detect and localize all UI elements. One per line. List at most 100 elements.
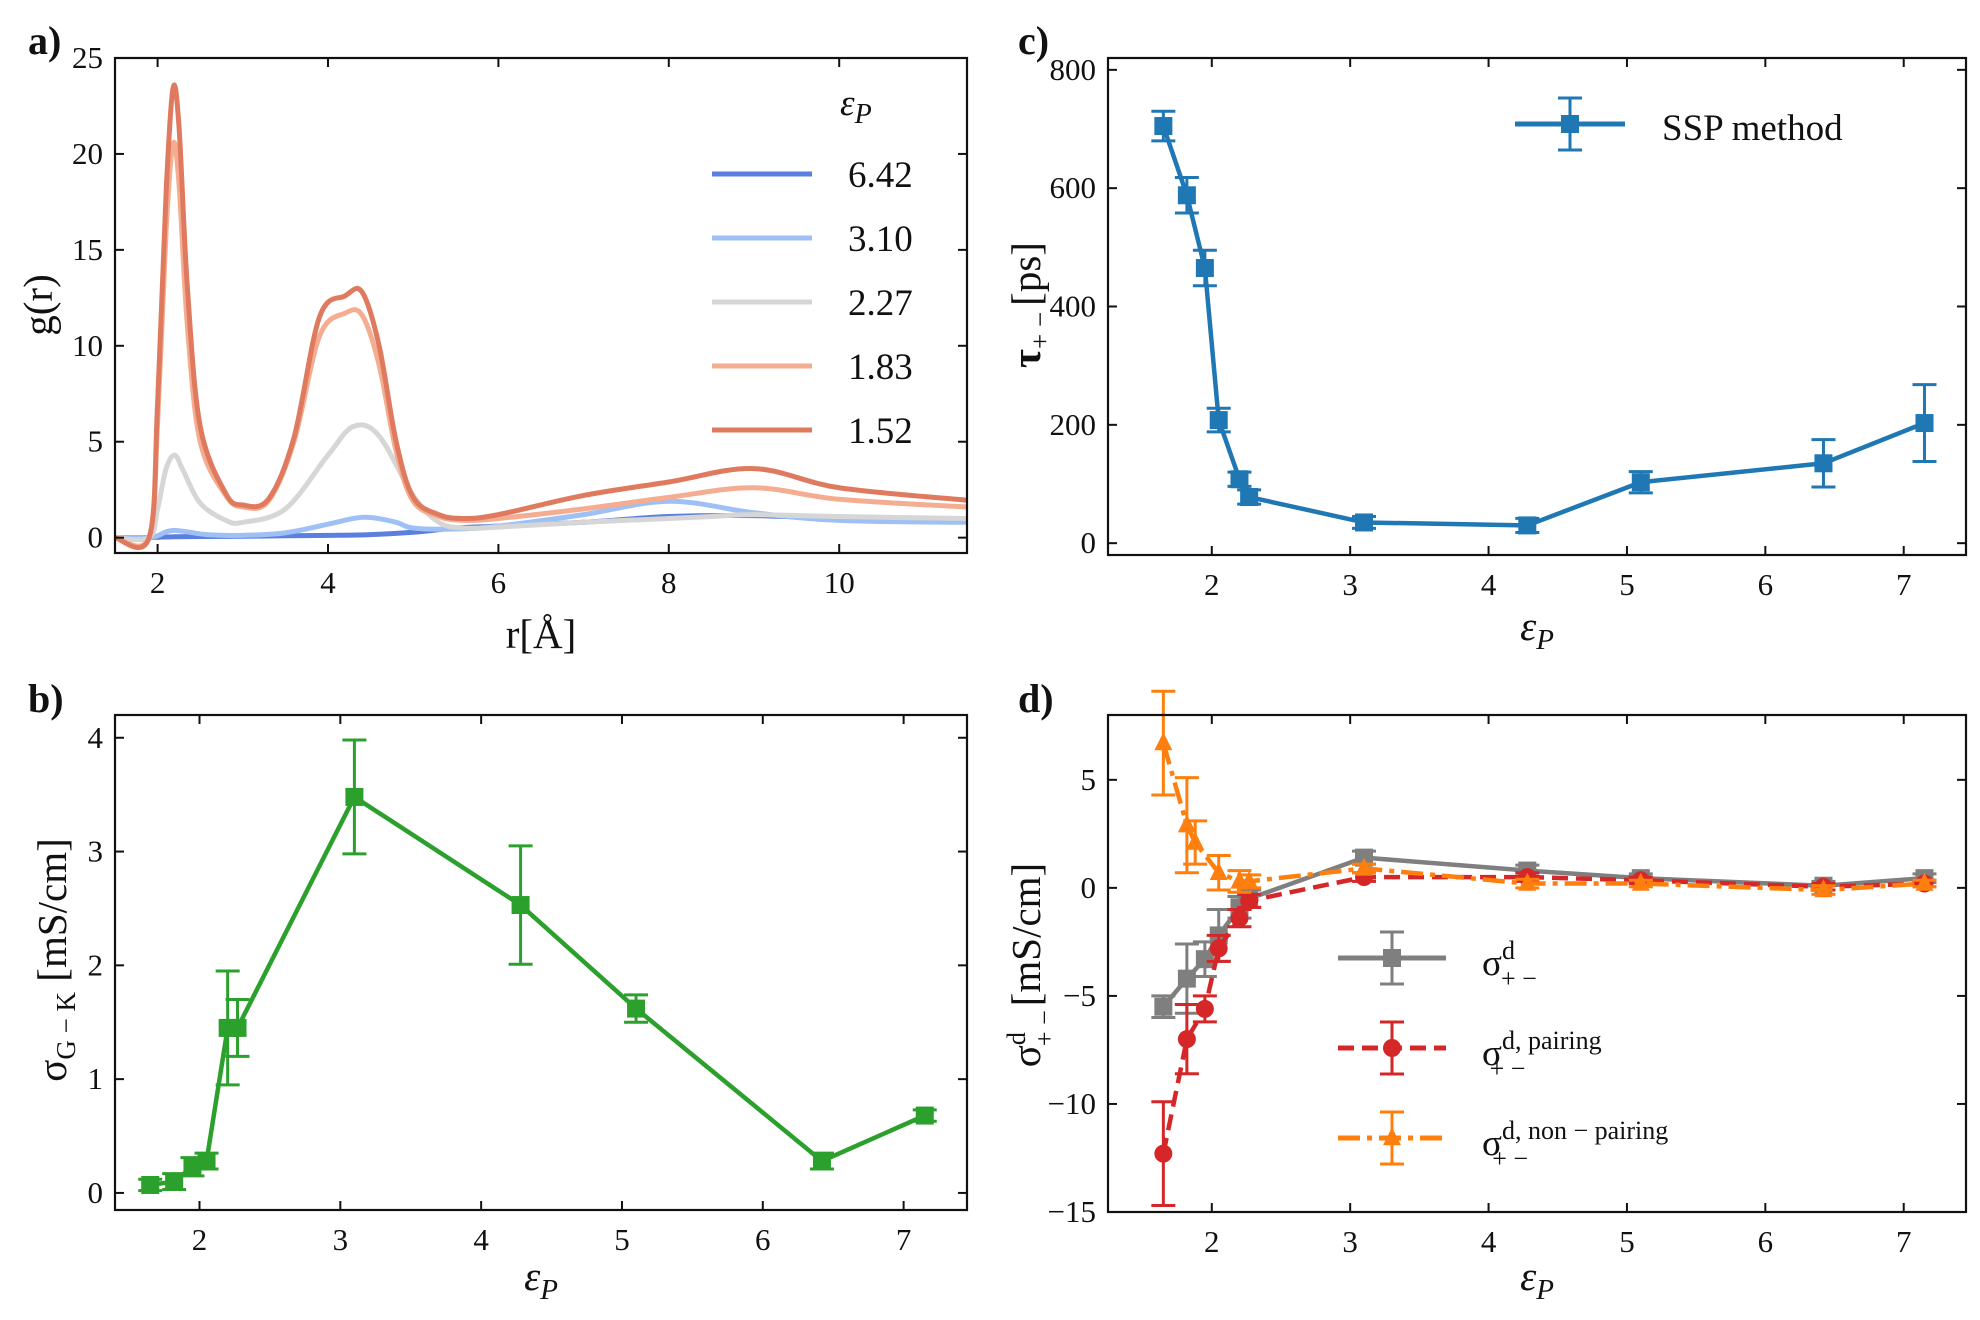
tick-label: 25 — [72, 40, 103, 75]
ylabel-unit: [mS/cm] — [29, 838, 75, 992]
tick-label: 6 — [491, 565, 507, 600]
panel-d-legend: σd + − σd, pairing + − σd, non − pairing + … — [1338, 930, 1668, 1173]
tick-label: 0 — [88, 520, 104, 555]
tick-label: 4 — [1481, 567, 1497, 602]
data-point — [1518, 872, 1537, 891]
panel-b-marks — [138, 738, 937, 1194]
tick-label: 10 — [72, 328, 103, 363]
tick-label: 6 — [1758, 567, 1774, 602]
data-point — [1518, 516, 1537, 535]
series-line — [114, 139, 968, 549]
data-point — [1154, 732, 1173, 751]
tick-label: 20 — [72, 136, 103, 171]
data-point — [1195, 999, 1214, 1018]
xlabel-subscript: P — [1535, 624, 1554, 656]
data-point — [1383, 949, 1401, 967]
data-point — [1195, 259, 1214, 278]
panel-a-label: a) — [28, 18, 61, 63]
data-point — [1814, 879, 1833, 898]
data-point — [1355, 857, 1374, 876]
legend-title-epsilon: ε — [840, 83, 855, 124]
tick-label: 7 — [896, 1222, 912, 1257]
data-point — [1154, 997, 1173, 1016]
data-point — [1240, 870, 1259, 889]
data-point — [1355, 513, 1374, 532]
ylabel-unit: [mS/cm] — [1003, 863, 1049, 1006]
xlabel-epsilon: ε — [524, 1253, 541, 1299]
tick-label: 2 — [192, 1222, 208, 1257]
legend-label-3: σd, non − pairing + − — [1482, 1116, 1668, 1173]
data-point — [1154, 117, 1173, 136]
data-point — [165, 1172, 184, 1191]
tick-label: −5 — [1063, 978, 1096, 1013]
data-point — [1177, 969, 1196, 988]
panel-c-yticks: 0 200 400 600 800 — [1050, 52, 1097, 560]
panel-b-xlabel: εP — [524, 1253, 558, 1306]
panel-a-ylabel: g(r) — [15, 274, 61, 335]
panel-c-label: c) — [1018, 18, 1049, 63]
tick-label: −10 — [1048, 1086, 1096, 1121]
data-point — [1186, 831, 1205, 850]
series-line — [114, 422, 968, 543]
legend-title-subscript: P — [854, 99, 872, 130]
series-line — [1161, 874, 1925, 1155]
panel-a-marks — [114, 82, 968, 550]
tick-label: 8 — [661, 565, 677, 600]
panel-c-ylabel: τ+ − [ps] — [1003, 242, 1055, 368]
legend-label: 6.42 — [848, 155, 913, 196]
panel-a-legend-title: εP — [840, 83, 872, 130]
legend-sub: + − — [1490, 1054, 1526, 1083]
panel-b-yticks: 0 1 2 3 4 — [88, 720, 104, 1210]
data-point — [183, 1157, 202, 1176]
series-line — [149, 794, 926, 1188]
tick-label: 7 — [1896, 1224, 1912, 1259]
data-point — [1240, 488, 1259, 507]
tick-label: 15 — [72, 232, 103, 267]
tick-label: 1 — [88, 1061, 104, 1096]
data-point — [1631, 473, 1650, 492]
panel-a: a) 2 4 6 8 10 0 5 10 15 20 25 r[Å] g(r) … — [15, 18, 969, 657]
panel-d-ylabel: σd+ − [mS/cm] — [1002, 863, 1059, 1067]
panel-a-yticks: 0 5 10 15 20 25 — [72, 40, 103, 555]
xlabel-epsilon: ε — [1520, 1253, 1537, 1299]
panel-d-marks — [1151, 689, 1937, 1208]
ylabel-main: σ — [29, 1060, 75, 1082]
tick-label: 4 — [473, 1222, 489, 1257]
tick-label: 5 — [614, 1222, 630, 1257]
data-point — [345, 787, 364, 806]
tick-label: 3 — [333, 1222, 349, 1257]
data-point — [1177, 814, 1196, 833]
tick-label: 200 — [1050, 407, 1097, 442]
panel-d: d) 2 3 4 5 6 7 −15 −10 −5 0 5 εP σd+ −[m… — [1002, 676, 1968, 1306]
series-line — [1161, 855, 1925, 1009]
legend-sub: + − — [1492, 1144, 1528, 1173]
tick-label: −15 — [1048, 1194, 1096, 1229]
panel-c-legend: SSP method — [1515, 96, 1843, 152]
tick-label: 3 — [88, 834, 104, 869]
data-point — [1209, 939, 1228, 958]
data-point — [1240, 891, 1259, 910]
legend-label: 1.83 — [848, 347, 913, 388]
legend-label: 3.10 — [848, 219, 913, 260]
panel-c-marks — [1151, 109, 1937, 535]
data-point — [627, 999, 646, 1018]
panel-d-xticks: 2 3 4 5 6 7 — [1204, 1224, 1911, 1259]
data-point — [1915, 414, 1934, 433]
ylabel-sub: + − — [1025, 312, 1055, 349]
series-line — [1161, 125, 1926, 528]
tick-label: 7 — [1896, 567, 1912, 602]
data-point — [1209, 861, 1228, 880]
legend-label: 1.52 — [848, 411, 913, 452]
tick-label: 5 — [1619, 1224, 1635, 1259]
tick-label: 2 — [1204, 1224, 1220, 1259]
data-point — [1230, 909, 1249, 928]
legend-sup: d, pairing — [1502, 1026, 1602, 1055]
tick-label: 2 — [88, 947, 104, 982]
xlabel-epsilon: ε — [1520, 603, 1537, 649]
tick-label: 6 — [1758, 1224, 1774, 1259]
data-point — [1177, 1030, 1196, 1049]
legend-marker — [1561, 115, 1579, 133]
legend-label-2: σd, pairing + − — [1482, 1026, 1602, 1083]
series-line — [1161, 742, 1925, 893]
